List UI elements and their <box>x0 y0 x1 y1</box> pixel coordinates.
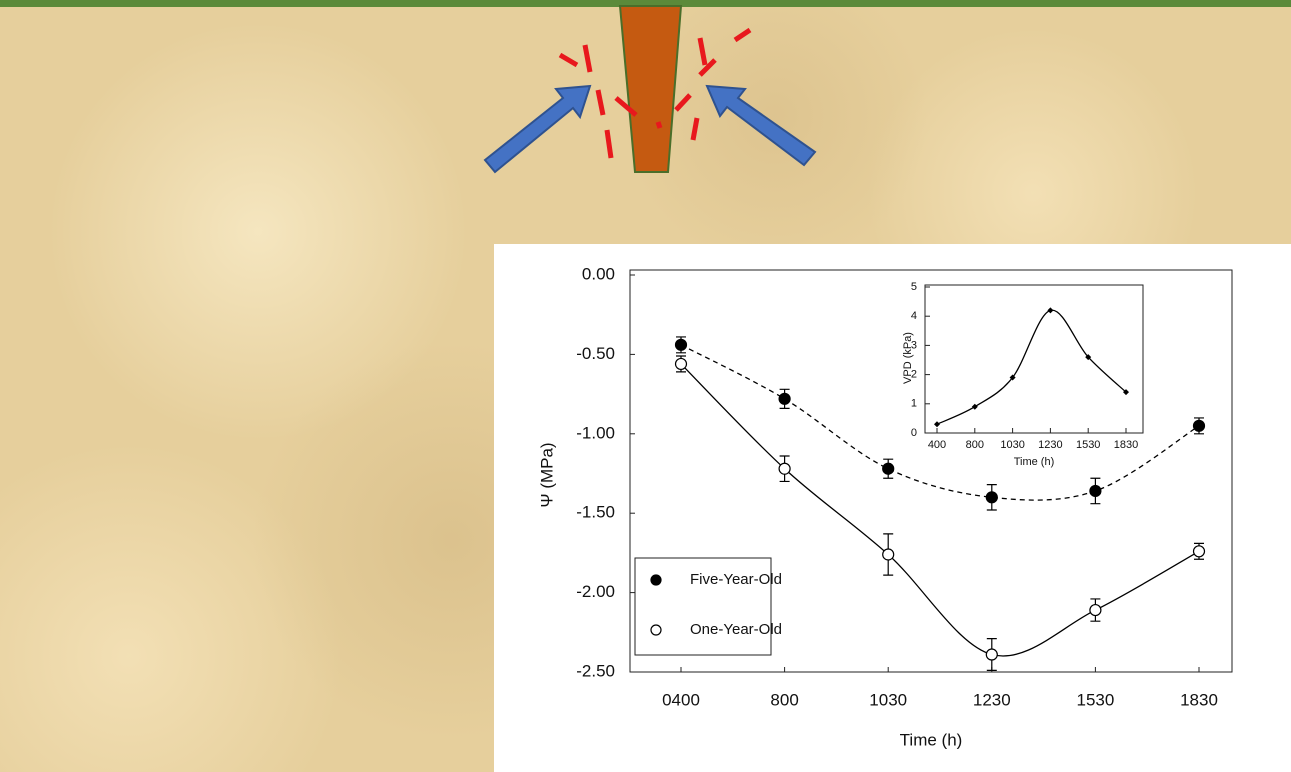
y-tick-label: 5 <box>911 281 917 293</box>
y-tick-label: -2.50 <box>576 661 615 680</box>
chart-panel <box>494 244 1291 772</box>
point <box>778 392 791 405</box>
point <box>985 491 998 504</box>
legend-label: One-Year-Old <box>690 621 782 638</box>
point <box>674 338 688 351</box>
inset-frame <box>924 284 1144 434</box>
y-tick-label: -1.50 <box>576 503 615 522</box>
point <box>1192 545 1206 558</box>
y-tick-label: -1.00 <box>576 423 615 442</box>
inset-x-title: Time (h) <box>1014 456 1055 468</box>
x-tick-label: 1030 <box>869 690 907 709</box>
x-tick-label: 400 <box>928 439 946 451</box>
point <box>778 462 791 475</box>
y-tick-label: 3 <box>911 339 917 351</box>
y-tick-label: 4 <box>911 310 917 322</box>
plot-frame <box>629 269 1233 673</box>
y-tick-label: 2 <box>911 369 917 381</box>
x-tick-label: 1230 <box>973 690 1011 709</box>
x-tick-label: 1230 <box>1038 439 1062 451</box>
point <box>1085 354 1092 361</box>
stem <box>618 5 683 173</box>
point <box>985 648 998 661</box>
series-line <box>680 344 1200 501</box>
x-tick-label: 800 <box>966 439 984 451</box>
y-tick-label: -2.00 <box>576 582 615 601</box>
point <box>1192 419 1206 432</box>
arrow <box>483 84 592 174</box>
point <box>971 403 978 410</box>
diagram <box>483 5 817 174</box>
y-axis-title: Ψ (MPa) <box>537 442 556 507</box>
x-tick-label: 800 <box>770 690 798 709</box>
point <box>1047 307 1054 314</box>
x-axis-title: Time (h) <box>900 730 963 749</box>
x-tick-label: 1530 <box>1076 690 1114 709</box>
x-tick-label: 1830 <box>1180 690 1218 709</box>
point <box>882 548 895 561</box>
inset-y-title: VPD (kPa) <box>902 332 914 384</box>
point <box>674 357 688 371</box>
point <box>1009 374 1016 381</box>
x-tick-label: 1830 <box>1114 439 1138 451</box>
point <box>1089 484 1102 498</box>
x-tick-label: 1530 <box>1076 439 1100 451</box>
arrow <box>705 84 817 167</box>
y-tick-label: 0.00 <box>582 264 615 283</box>
point <box>1123 389 1129 396</box>
point <box>1089 603 1102 617</box>
legend <box>634 557 772 656</box>
top-bar <box>0 0 1291 7</box>
point <box>882 462 895 475</box>
point <box>934 421 940 428</box>
y-tick-label: 0 <box>911 427 917 439</box>
cracks <box>558 27 752 159</box>
legend-label: Five-Year-Old <box>690 571 782 588</box>
legend-marker <box>650 574 662 586</box>
y-tick-label: -0.50 <box>576 344 615 363</box>
x-tick-label: 0400 <box>662 690 700 709</box>
y-tick-label: 1 <box>911 398 917 410</box>
legend-marker <box>650 624 662 636</box>
x-tick-label: 1030 <box>1000 439 1024 451</box>
